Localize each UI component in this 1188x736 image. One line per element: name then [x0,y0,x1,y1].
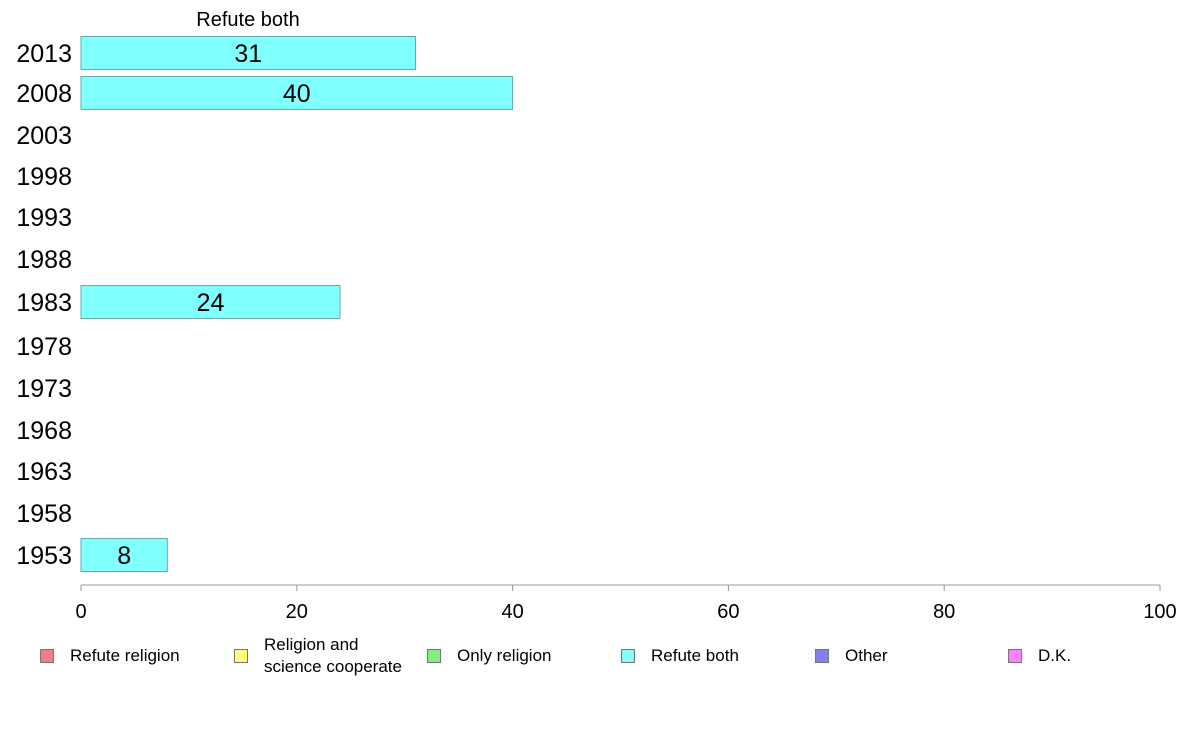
x-tick-label: 60 [717,601,739,623]
category-labels: 2013 2008 2003 1998 1993 1988 1983 1978 1973 1968… [16,40,72,570]
chart-title: Refute both [196,9,299,31]
legend-swatch [1008,649,1022,663]
bar-value-label: 40 [283,80,311,108]
bar-value-label: 8 [117,542,131,570]
legend-label: Refute religion [70,646,180,665]
legend-swatch [815,649,829,663]
legend: Refute religion Religion and science coop… [0,634,1188,684]
x-axis: 0 20 40 60 80 100 [75,584,1177,623]
bar [80,285,341,319]
category-label: 1968 [16,417,72,445]
category-label: 2008 [16,80,72,108]
x-tick-label: 0 [75,601,86,623]
category-label: 1978 [16,333,72,361]
legend-label: Other [845,646,888,665]
legend-item: Only religion [427,634,552,678]
x-tick-label: 40 [501,601,523,623]
category-label: 1998 [16,163,72,191]
legend-item: Refute both [621,634,739,678]
legend-label: Only religion [457,646,552,665]
legend-label: Religion and science cooperate [264,635,402,676]
legend-swatch [234,649,248,663]
category-label: 1958 [16,500,72,528]
category-label: 1953 [16,542,72,570]
category-label: 2013 [16,40,72,68]
bar-value-label: 24 [197,289,225,317]
legend-swatch [40,649,54,663]
x-tick-label: 100 [1143,601,1176,623]
category-label: 2003 [16,122,72,150]
legend-swatch [621,649,635,663]
bar [80,538,168,572]
bar [80,36,416,70]
legend-swatch [427,649,441,663]
legend-item: Refute religion [40,634,180,678]
legend-item: Religion and science cooperate [234,634,402,678]
bar-chart: Refute both 31 40 24 8 2013 2008 2003 1998 1993… [16,9,1177,623]
legend-item: Other [815,634,888,678]
x-tick-label: 80 [933,601,955,623]
category-label: 1993 [16,204,72,232]
category-label: 1983 [16,289,72,317]
bars-group: 31 40 24 8 [80,36,514,572]
bar-value-label: 31 [234,40,262,68]
category-label: 1973 [16,375,72,403]
legend-item: D.K. [1008,634,1071,678]
x-tick-label: 20 [286,601,308,623]
legend-label: D.K. [1038,646,1072,665]
bar [80,76,514,110]
category-label: 1988 [16,246,72,274]
legend-label: Refute both [651,646,739,665]
category-label: 1963 [16,458,72,486]
